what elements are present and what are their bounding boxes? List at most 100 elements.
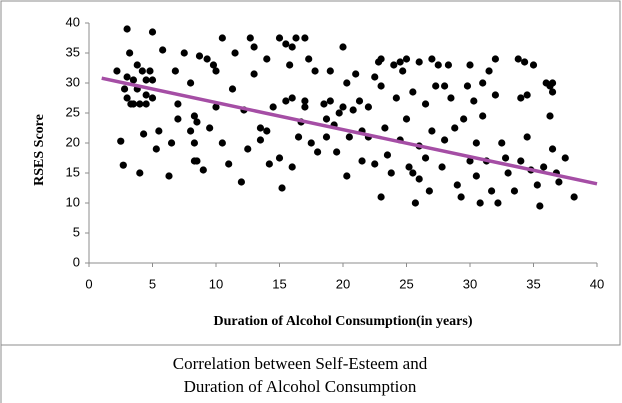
y-tick-label: 15 <box>66 164 80 179</box>
data-point <box>326 67 334 75</box>
data-point <box>364 103 372 111</box>
data-point <box>146 67 154 75</box>
data-point <box>159 46 167 54</box>
data-point <box>265 160 273 168</box>
data-point <box>301 34 309 42</box>
data-point <box>231 49 239 57</box>
data-point <box>193 157 201 165</box>
data-point <box>333 148 341 156</box>
data-point <box>498 139 506 147</box>
data-point <box>529 61 538 69</box>
data-point <box>343 79 351 87</box>
data-point <box>570 193 578 201</box>
data-point <box>113 67 121 75</box>
data-point <box>288 43 296 51</box>
data-point <box>269 103 277 111</box>
data-point <box>278 184 286 192</box>
data-point <box>399 67 407 75</box>
data-point <box>212 67 220 75</box>
data-point <box>129 76 138 84</box>
data-point <box>476 199 484 207</box>
data-point <box>142 76 150 84</box>
data-point <box>301 103 309 111</box>
x-tick-label: 15 <box>272 276 286 291</box>
data-point <box>263 127 271 135</box>
data-point <box>167 139 176 147</box>
data-point <box>441 136 449 144</box>
data-point <box>479 79 487 87</box>
data-point <box>428 127 436 135</box>
x-axis-title: Duration of Alcohol Consumption(in years… <box>213 314 472 329</box>
data-point <box>425 187 433 195</box>
caption-line: Duration of Alcohol Consumption <box>184 377 417 396</box>
data-point <box>126 49 134 57</box>
data-point <box>561 154 569 162</box>
data-point <box>355 97 364 105</box>
data-point <box>203 55 211 63</box>
data-point <box>444 61 453 69</box>
data-point <box>428 55 436 63</box>
data-point <box>288 163 296 171</box>
data-point <box>133 61 141 69</box>
data-point <box>415 175 423 183</box>
data-point <box>343 172 351 180</box>
data-point <box>345 133 353 141</box>
data-point <box>377 55 385 63</box>
data-point <box>301 97 309 105</box>
data-point <box>396 58 404 66</box>
data-point <box>212 103 220 111</box>
data-point <box>491 91 499 99</box>
data-point <box>244 145 252 153</box>
x-tick-label: 35 <box>526 276 540 291</box>
data-point <box>434 61 442 69</box>
data-point <box>263 55 271 63</box>
data-point <box>421 154 430 162</box>
data-point <box>136 100 144 108</box>
data-point <box>411 199 419 207</box>
data-point <box>322 133 331 141</box>
data-point <box>187 79 195 87</box>
data-point <box>383 151 392 159</box>
data-point <box>381 124 389 132</box>
data-point <box>523 133 531 141</box>
data-point <box>119 161 127 169</box>
x-tick-label: 20 <box>336 276 350 291</box>
data-point <box>174 100 182 108</box>
y-tick-label: 10 <box>66 194 80 209</box>
data-point <box>517 94 525 102</box>
data-point <box>136 169 144 177</box>
data-point <box>402 115 411 123</box>
data-point <box>307 139 315 147</box>
data-point <box>517 157 525 165</box>
data-point <box>123 73 131 81</box>
data-point <box>548 145 557 153</box>
data-point <box>129 100 138 108</box>
data-point <box>225 160 233 168</box>
data-point <box>415 58 423 66</box>
data-point <box>472 139 480 147</box>
data-point <box>555 178 563 186</box>
data-point <box>275 154 284 162</box>
data-point <box>491 55 499 63</box>
data-point <box>358 157 366 165</box>
data-point <box>275 34 284 42</box>
data-point <box>548 79 557 87</box>
x-tick-label: 5 <box>149 276 156 291</box>
data-point <box>453 181 461 189</box>
data-point <box>195 52 204 60</box>
data-point <box>510 187 519 195</box>
data-point <box>438 163 446 171</box>
data-point <box>377 193 385 201</box>
data-point <box>206 124 214 132</box>
data-point <box>120 85 129 93</box>
data-point <box>536 202 544 210</box>
data-point <box>171 67 179 75</box>
data-point <box>447 94 455 102</box>
data-point <box>218 139 226 147</box>
data-point <box>282 40 290 48</box>
y-tick-label: 25 <box>66 104 80 119</box>
data-point <box>218 34 226 42</box>
chart-frame <box>0 0 621 346</box>
data-point <box>282 97 290 105</box>
